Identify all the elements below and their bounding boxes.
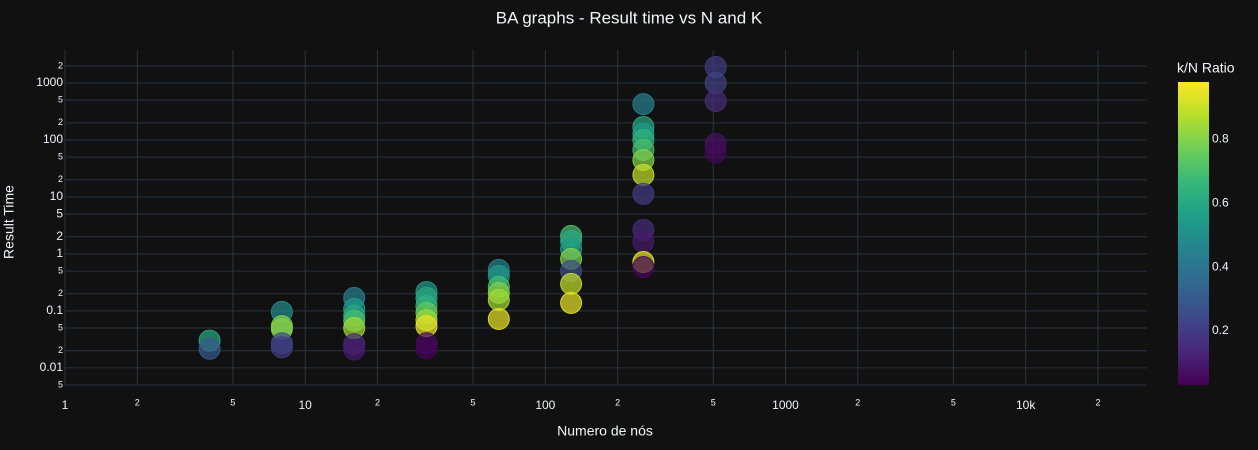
x-tick-label: 1 — [62, 398, 69, 412]
y-tick-label: 0.01 — [40, 360, 64, 374]
point — [632, 93, 655, 116]
colorbar-tick-label: 0.2 — [1212, 323, 1229, 337]
x-tick-label: 2 — [1095, 397, 1100, 407]
colorbar-tick-label: 0.6 — [1212, 195, 1229, 209]
x-tick-label: 2 — [135, 397, 140, 407]
y-tick-label: 2 — [58, 117, 63, 127]
point — [415, 337, 438, 360]
x-tick-label: 2 — [375, 397, 380, 407]
point — [343, 338, 366, 361]
point — [560, 291, 583, 314]
y-axis-title: Result Time — [1, 185, 17, 259]
y-tick-label: 1000 — [36, 75, 63, 89]
y-tick-label: 0.1 — [46, 303, 63, 317]
y-tick-label: 2 — [58, 288, 63, 298]
y-tick-label: 5 — [56, 206, 63, 220]
markers — [198, 55, 727, 361]
colorbar-tick-label: 0.4 — [1212, 259, 1229, 273]
y-tick-label: 5 — [58, 265, 63, 275]
colorbar-title: k/N Ratio — [1177, 60, 1235, 76]
x-tick-label: 5 — [951, 397, 956, 407]
point — [560, 272, 583, 295]
y-tick-label: 2 — [58, 60, 63, 70]
y-tick-label: 1 — [56, 246, 63, 260]
point — [632, 255, 655, 278]
x-tick-label: 2 — [615, 397, 620, 407]
x-tick-label: 100 — [535, 398, 555, 412]
y-tick-label: 10 — [50, 189, 64, 203]
chart-title: BA graphs - Result time vs N and K — [496, 8, 763, 27]
x-tick-label: 5 — [711, 397, 716, 407]
colorbar — [1178, 82, 1209, 385]
point — [198, 337, 221, 360]
x-axis-title: Numero de nós — [557, 423, 653, 439]
point — [704, 141, 727, 164]
y-tick-label: 5 — [58, 322, 63, 332]
y-tick-label: 5 — [58, 379, 63, 389]
x-tick-label: 5 — [471, 397, 476, 407]
x-tick-label: 2 — [855, 397, 860, 407]
point — [704, 90, 727, 113]
y-tick-label: 2 — [58, 345, 63, 355]
y-tick-label: 100 — [43, 132, 63, 146]
x-tick-label: 5 — [230, 397, 235, 407]
x-tick-label: 1000 — [772, 398, 799, 412]
x-tick-label: 10k — [1016, 398, 1036, 412]
y-tick-label: 5 — [58, 95, 63, 105]
y-tick-label: 5 — [58, 152, 63, 162]
point — [632, 163, 655, 186]
point — [632, 182, 655, 205]
point — [487, 288, 510, 311]
y-tick-label: 2 — [58, 174, 63, 184]
point — [270, 336, 293, 359]
y-tick-label: 2 — [56, 229, 63, 243]
x-tick-label: 10 — [298, 398, 312, 412]
point — [632, 230, 655, 253]
point — [487, 308, 510, 331]
colorbar-tick-label: 0.8 — [1212, 132, 1229, 146]
